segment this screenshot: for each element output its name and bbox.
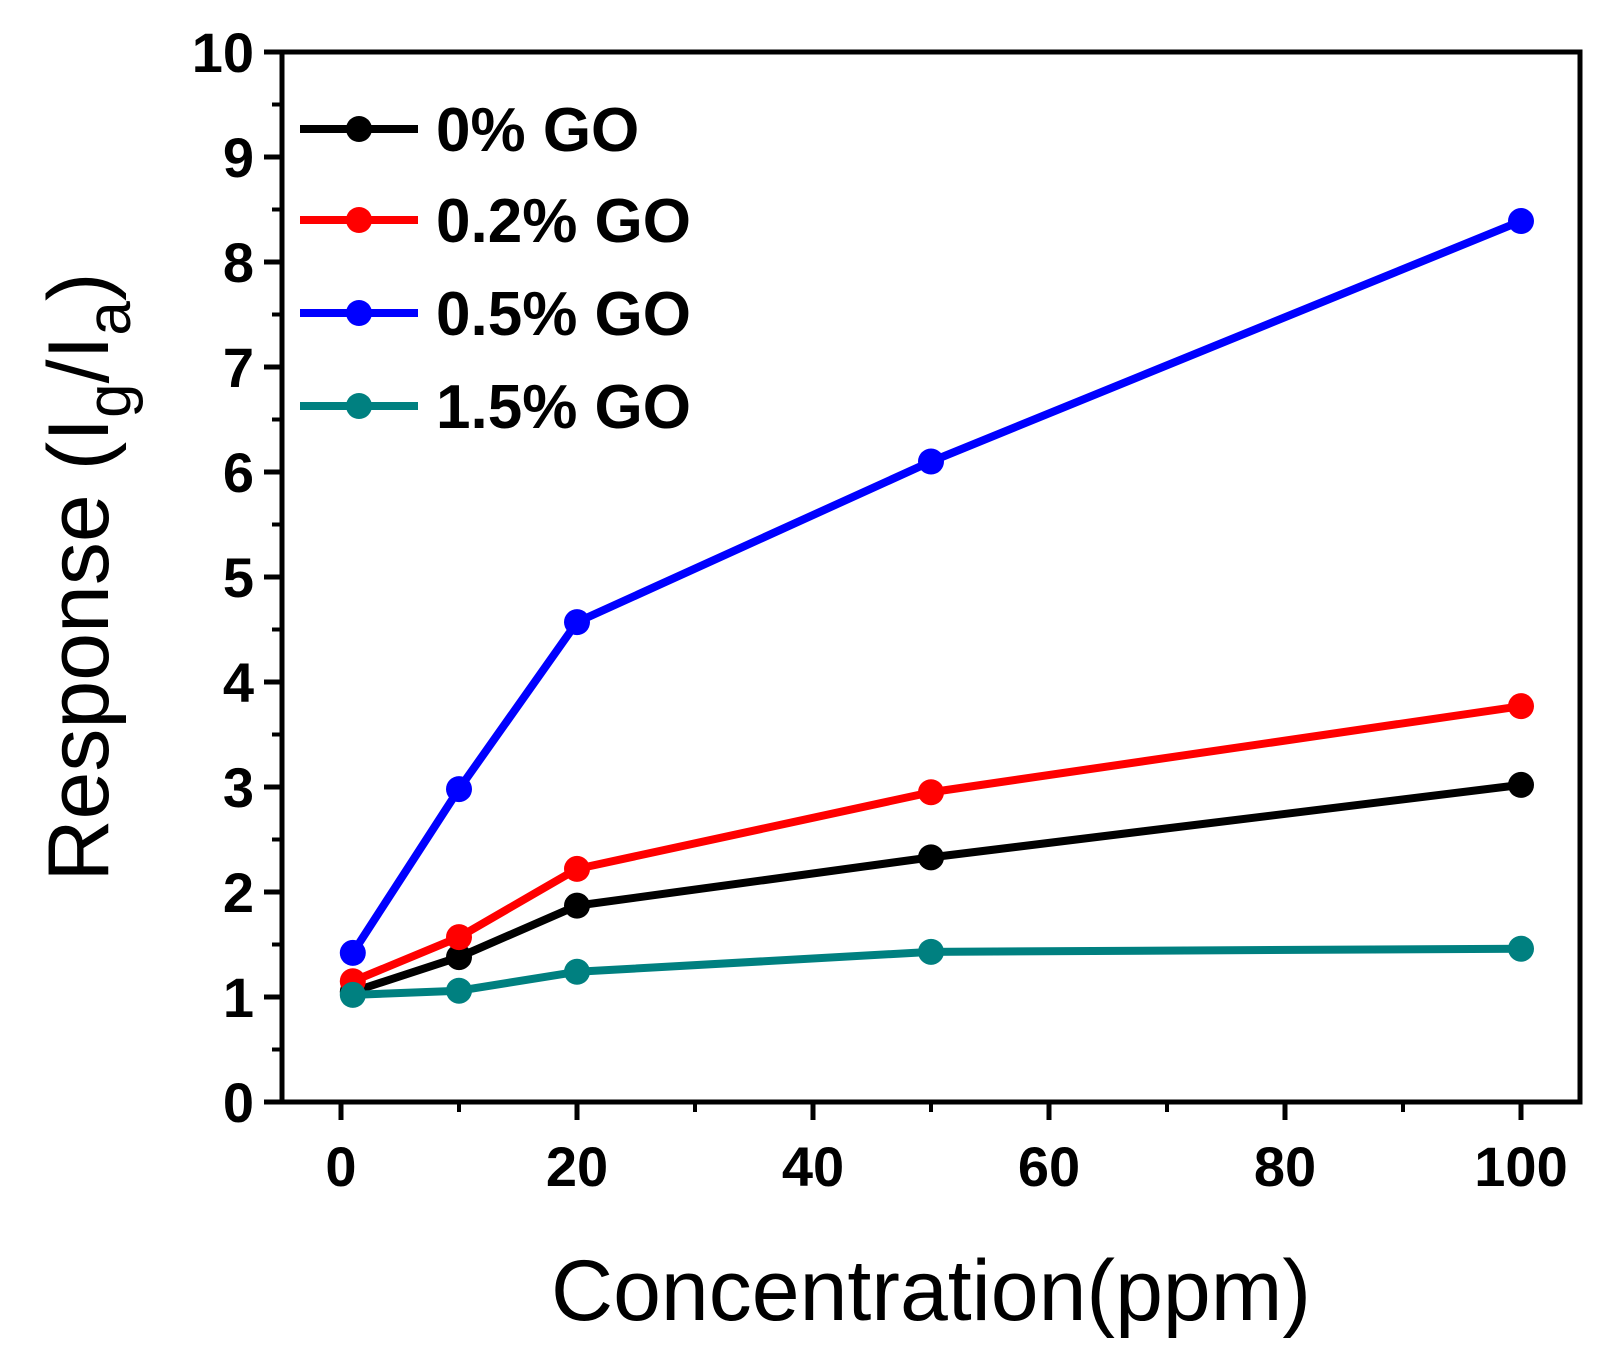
x-tick-label: 80: [1254, 1135, 1316, 1198]
series-group: [339, 208, 1534, 966]
data-point: [1508, 208, 1534, 235]
data-point: [446, 924, 472, 951]
legend-label: 1.5% GO: [436, 373, 691, 442]
data-point: [1508, 693, 1534, 720]
data-point: [339, 939, 366, 966]
y-tick-label: 10: [192, 21, 254, 84]
legend-label: 0.2% GO: [436, 187, 691, 256]
y-tick-label: 4: [223, 651, 254, 714]
data-point: [564, 609, 590, 636]
series-group: [339, 935, 1534, 1008]
legend-marker: [346, 116, 372, 142]
legend-label: 0% GO: [436, 96, 639, 165]
x-tick-label: 20: [546, 1135, 608, 1198]
y-tick-label: 9: [223, 126, 254, 189]
series-group: [339, 771, 1534, 1005]
legend-label: 0.5% GO: [436, 280, 691, 349]
data-point: [918, 448, 944, 475]
y-tick-label: 2: [223, 861, 254, 924]
y-tick-label: 0: [223, 1071, 254, 1134]
y-tick-label: 1: [223, 966, 254, 1029]
data-point: [564, 958, 590, 985]
plot-frame: [279, 49, 1583, 1105]
data-point: [564, 892, 590, 919]
data-point: [339, 981, 366, 1008]
legend-item: 0.2% GO: [300, 187, 691, 256]
data-point: [446, 776, 472, 803]
y-tick-label: 8: [223, 231, 254, 294]
legend-marker: [346, 207, 372, 233]
legend: 0% GO 0.2% GO 0.5% GO 1.5% GO: [300, 96, 691, 442]
legend-marker: [346, 393, 372, 419]
data-point: [918, 938, 944, 965]
y-tick-label: 7: [223, 336, 254, 399]
legend-item: 0% GO: [300, 96, 639, 165]
legend-item: 0.5% GO: [300, 280, 691, 349]
x-tick-label: 40: [782, 1135, 844, 1198]
legend-item: 1.5% GO: [300, 373, 691, 442]
x-axis-title: Concentration(ppm): [551, 1243, 1311, 1339]
data-point: [918, 844, 944, 871]
data-point: [918, 779, 944, 806]
x-tick-label: 60: [1018, 1135, 1080, 1198]
data-point: [1508, 935, 1534, 962]
x-tick-label: 0: [325, 1135, 356, 1198]
y-tick-label: 3: [223, 756, 254, 819]
series-line: [351, 702, 1522, 985]
y-axis-title: Response (Ig/Ia): [31, 272, 144, 881]
data-point: [564, 855, 590, 882]
data-point: [1508, 771, 1534, 798]
series-group: [339, 693, 1534, 995]
y-tick-label: 5: [223, 546, 254, 609]
series-layer: [339, 208, 1534, 1008]
y-tick-label: 6: [223, 441, 254, 504]
x-tick-label: 100: [1474, 1135, 1567, 1198]
data-point: [446, 977, 472, 1004]
legend-marker: [346, 300, 372, 326]
data-point: [446, 944, 472, 971]
